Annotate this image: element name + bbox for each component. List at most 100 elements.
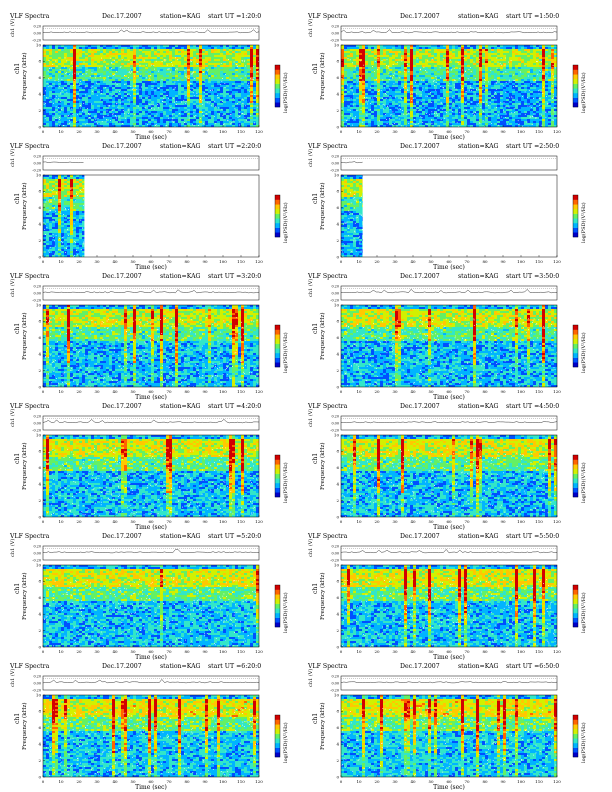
noise-dot [84,111,86,113]
noise-dot [49,487,51,489]
noise-dot [48,726,50,728]
noise-dot [521,710,522,711]
noise-dot [237,117,239,118]
noise-dot [538,603,540,605]
noise-dot [360,215,362,216]
noise-dot [229,645,231,647]
noise-dot [127,348,129,350]
noise-dot [53,195,54,197]
noise-dot [376,615,378,617]
x-tick-label: 30 [94,129,100,134]
noise-dot [379,460,381,462]
noise-dot [218,584,220,586]
noise-dot [150,104,152,106]
noise-dot [384,340,386,342]
noise-dot [421,751,423,753]
noise-dot [464,738,466,740]
noise-dot [365,484,367,485]
noise-dot [486,580,487,582]
noise-dot [69,70,71,72]
noise-dot [171,62,172,63]
noise-dot [219,596,221,598]
noise-dot [185,376,187,378]
x-tick-label: 10 [58,649,64,654]
noise-dot [473,494,474,496]
noise-dot [194,712,196,714]
noise-dot [515,85,517,87]
noise-dot [385,514,386,515]
noise-dot [516,452,518,454]
noise-dot [435,82,437,83]
noise-dot [540,331,542,333]
spectrogram-panel: VLF Spectra Dec.17.2007 station=KAG start U… [9,662,289,791]
noise-dot [76,349,77,350]
noise-dot [224,322,226,324]
noise-dot [137,105,139,107]
noise-dot [43,472,45,474]
noise-dot [173,88,175,90]
noise-dot [53,116,55,118]
noise-dot [90,451,92,453]
noise-dot [514,367,516,368]
noise-dot [98,366,100,367]
noise-dot [51,473,53,475]
noise-dot [492,760,494,761]
noise-dot [96,122,98,124]
noise-dot [384,104,386,106]
noise-dot [467,476,468,477]
noise-dot [463,759,465,761]
noise-dot [114,516,116,517]
noise-dot [464,349,466,351]
noise-dot [429,114,430,115]
noise-dot [422,324,423,325]
noise-dot [374,336,376,338]
noise-dot [251,482,252,483]
noise-dot [420,773,422,775]
noise-dot [431,476,432,478]
noise-dot [71,638,73,640]
noise-dot [220,486,221,488]
noise-dot [91,769,92,771]
noise-dot [231,338,232,340]
noise-dot [80,330,82,331]
noise-dot [412,459,413,461]
noise-dot [511,710,512,711]
noise-dot [429,612,431,613]
noise-dot [64,57,66,59]
noise-dot [416,507,418,509]
x-tick-label: 10 [356,259,362,264]
noise-dot [128,72,130,73]
noise-dot [212,718,214,720]
noise-dot [93,640,95,641]
noise-dot [176,104,177,105]
noise-dot [399,336,400,337]
noise-dot [216,324,218,326]
noise-dot [65,73,67,74]
noise-dot [511,364,513,365]
noise-dot [70,188,72,190]
noise-dot [208,612,209,614]
noise-dot [411,616,413,618]
noise-dot [90,494,91,496]
x-tick-label: 0 [340,259,343,264]
noise-dot [450,371,452,373]
noise-dot [182,585,184,587]
noise-dot [64,498,66,499]
noise-dot [53,767,55,768]
noise-dot [537,337,539,339]
noise-dot [344,496,345,498]
noise-dot [466,742,468,743]
noise-dot [95,119,97,121]
noise-dot [349,361,350,363]
noise-dot [385,327,387,329]
noise-dot [186,489,188,491]
noise-dot [46,598,48,600]
noise-dot [128,629,130,630]
noise-dot [245,585,247,586]
noise-dot [447,105,449,107]
noise-dot [466,323,468,325]
noise-dot [117,720,119,722]
noise-dot [440,119,442,121]
